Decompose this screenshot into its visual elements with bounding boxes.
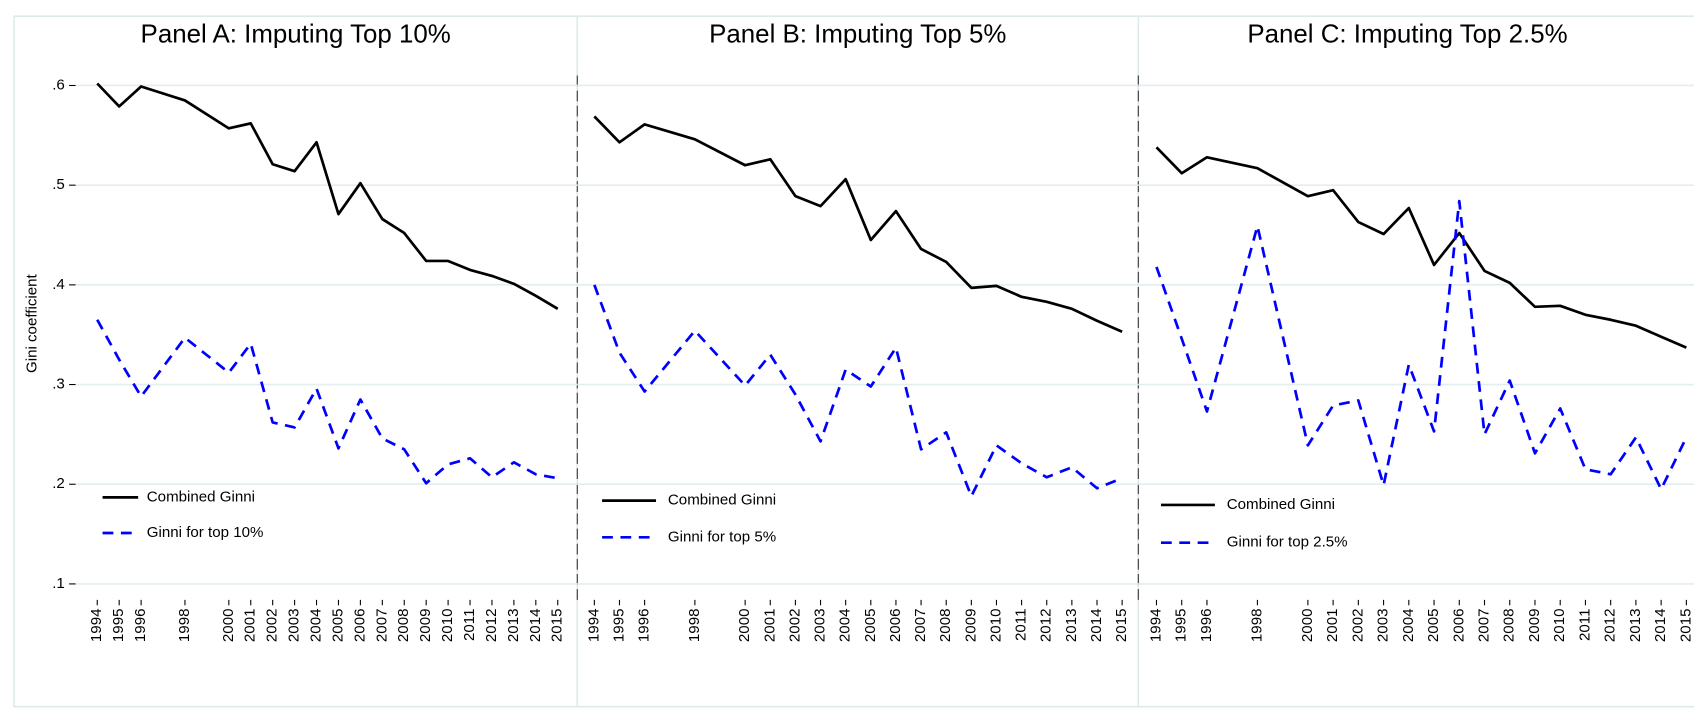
x-tick-label: 2011 (1576, 609, 1593, 641)
x-tick-label: 2010 (439, 609, 456, 643)
x-tick-label: 1994 (1147, 609, 1164, 643)
x-tick-label: 2003 (1375, 609, 1392, 643)
x-tick-label: 1996 (636, 609, 653, 643)
data-line (1155, 146, 1687, 349)
legend-label: Ginni for top 10% (147, 524, 264, 541)
x-tick-label: 1995 (110, 609, 127, 643)
x-tick-label: 2013 (1063, 609, 1080, 643)
x-tick-label: 2013 (1627, 609, 1644, 643)
x-tick-label: 2006 (1450, 609, 1467, 643)
y-tick-label: .3 (52, 376, 65, 393)
y-tick-label: .6 (52, 76, 65, 93)
x-tick-label: 2005 (862, 609, 879, 643)
data-line (593, 284, 1123, 498)
data-line (96, 82, 559, 310)
x-tick-label: 2014 (527, 609, 544, 643)
x-tick-label: 2010 (987, 609, 1004, 643)
x-tick-label: 1998 (1248, 609, 1265, 643)
legend-label: Combined Ginni (1227, 496, 1335, 513)
x-tick-label: 2007 (1475, 609, 1492, 643)
x-tick-label: 2001 (1324, 609, 1341, 643)
x-tick-label: 1998 (176, 609, 193, 643)
y-tick-label: .5 (52, 176, 65, 193)
x-tick-label: 2015 (1113, 609, 1130, 643)
legend-label: Ginni for top 2.5% (1227, 534, 1348, 551)
x-tick-label: 2006 (887, 609, 904, 643)
x-tick-label: 2007 (373, 609, 390, 643)
legend-label: Combined Ginni (668, 492, 776, 509)
x-tick-label: 2003 (812, 609, 829, 643)
y-tick-label: .1 (52, 575, 65, 592)
data-line (96, 319, 558, 485)
x-tick-label: 2002 (786, 609, 803, 643)
x-tick-label: 2004 (308, 609, 325, 643)
x-tick-label: 2002 (1349, 609, 1366, 643)
x-tick-label: 2007 (912, 609, 929, 643)
panel-title: Panel C: Imputing Top 2.5% (1247, 20, 1567, 48)
x-tick-label: 2011 (1013, 609, 1030, 641)
x-tick-label: 2013 (505, 609, 522, 643)
x-tick-label: 2003 (286, 609, 303, 643)
x-tick-label: 1995 (1173, 609, 1190, 643)
legend-label: Ginni for top 5% (668, 528, 776, 545)
x-tick-label: 2005 (1425, 609, 1442, 643)
x-tick-label: 2014 (1652, 609, 1669, 643)
x-tick-label: 2001 (761, 609, 778, 643)
x-tick-label: 2004 (837, 609, 854, 643)
data-line (593, 115, 1123, 333)
x-tick-label: 2009 (417, 609, 434, 643)
frame (13, 15, 1694, 708)
x-tick-label: 1998 (686, 609, 703, 643)
x-tick-label: 2008 (395, 609, 412, 643)
x-tick-label: 2000 (1299, 609, 1316, 643)
data-line (1155, 199, 1688, 491)
x-tick-label: 2010 (1551, 609, 1568, 643)
legend-label: Combined Ginni (147, 488, 255, 505)
x-tick-label: 2011 (461, 609, 478, 641)
panel-title: Panel A: Imputing Top 10% (141, 20, 451, 48)
y-tick-label: .2 (52, 475, 65, 492)
x-tick-label: 2000 (220, 609, 237, 643)
x-tick-label: 2005 (329, 609, 346, 643)
x-tick-label: 2004 (1400, 609, 1417, 643)
x-tick-label: 1994 (585, 609, 602, 643)
x-tick-label: 2009 (962, 609, 979, 643)
y-axis-label: Gini coefficient (23, 274, 40, 374)
x-tick-label: 2008 (1501, 609, 1518, 643)
x-tick-label: 2012 (1038, 609, 1055, 643)
x-tick-label: 2001 (242, 609, 259, 643)
x-tick-label: 1994 (88, 609, 105, 643)
panel-title: Panel B: Imputing Top 5% (709, 20, 1006, 48)
x-tick-label: 2015 (549, 609, 566, 643)
y-tick-label: .4 (52, 276, 65, 293)
x-tick-label: 1995 (610, 609, 627, 643)
x-tick-label: 2006 (351, 609, 368, 643)
x-tick-label: 2002 (264, 609, 281, 643)
x-tick-label: 1996 (132, 609, 149, 643)
x-tick-label: 1996 (1198, 609, 1215, 643)
x-tick-label: 2015 (1677, 609, 1694, 643)
x-tick-label: 2000 (736, 609, 753, 643)
x-tick-label: 2012 (1602, 609, 1619, 643)
x-tick-label: 2012 (483, 609, 500, 643)
x-tick-label: 2008 (937, 609, 954, 643)
x-tick-label: 2014 (1088, 609, 1105, 643)
x-tick-label: 2009 (1526, 609, 1543, 643)
